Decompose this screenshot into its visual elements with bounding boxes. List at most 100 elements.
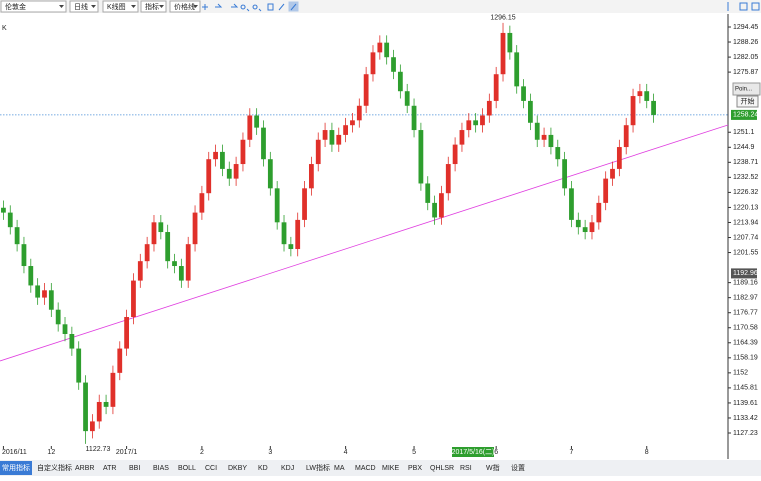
dropdown[interactable] <box>169 0 201 13</box>
candle-body <box>261 127 266 160</box>
candle-body <box>185 244 191 281</box>
tab[interactable]: W指 <box>486 463 500 472</box>
candle-body <box>103 401 109 407</box>
y-tick-label: 1133.42 <box>733 415 758 422</box>
dropdown[interactable] <box>102 0 139 13</box>
x-tick-label: 2017/1 <box>116 449 138 456</box>
tab[interactable]: 常用指标 <box>2 463 30 472</box>
toolbar-icons <box>202 1 760 12</box>
candle-body <box>247 115 253 140</box>
dropdown-arrow <box>131 5 136 8</box>
x-tick-label: 12 <box>47 449 55 456</box>
candle-body <box>459 130 465 145</box>
y-tick-label: 1226.32 <box>733 189 758 196</box>
candle-body <box>178 266 184 281</box>
tab[interactable]: 设置 <box>511 463 525 472</box>
candle-body <box>473 120 479 126</box>
popup-button[interactable] <box>736 95 759 108</box>
dropdown-arrow <box>91 5 96 8</box>
candle-body <box>555 147 561 160</box>
dropdown[interactable] <box>69 0 99 13</box>
dropdown[interactable] <box>0 0 67 13</box>
crosshair-date-box <box>452 447 494 457</box>
candle-body <box>288 244 294 250</box>
x-tick-label: 2016/11 <box>2 449 27 456</box>
candle-body <box>418 130 424 184</box>
candle-body <box>623 125 629 148</box>
candle-body <box>110 372 116 407</box>
tab[interactable]: MA <box>334 465 345 472</box>
y-tick-label: 1275.87 <box>733 69 758 76</box>
y-tick-label: 1251.1 <box>733 129 755 136</box>
chart-title: K <box>2 25 7 32</box>
tab[interactable]: DKBY <box>228 465 247 472</box>
candle-body <box>55 309 61 325</box>
candle-body <box>527 100 533 123</box>
y-tick-label: 1244.9 <box>733 144 755 151</box>
tab[interactable]: QHLSR <box>430 465 454 472</box>
y-tick-label: 1213.94 <box>733 219 758 226</box>
candle-body <box>21 244 27 267</box>
y-tick-label: 1145.81 <box>733 385 758 392</box>
tab[interactable]: RSI <box>460 465 472 472</box>
y-tick-label: 1189.16 <box>733 279 758 286</box>
candle-body <box>644 91 650 101</box>
candle-body <box>336 134 342 145</box>
y-tick-label: 1176.77 <box>733 310 758 317</box>
candle-body <box>42 290 47 298</box>
tab[interactable]: BBI <box>129 465 140 472</box>
dropdown-arrow <box>159 5 164 8</box>
x-tick-label: 2 <box>200 449 204 456</box>
candle-body <box>308 164 314 189</box>
tab[interactable]: CCI <box>205 465 217 472</box>
tab[interactable]: KD <box>258 465 268 472</box>
candle-body <box>315 139 321 165</box>
candle-body <box>432 202 437 218</box>
tab[interactable]: MACD <box>355 465 376 472</box>
dropdown-label: 日线 <box>74 2 88 11</box>
tab[interactable]: KDJ <box>281 465 294 472</box>
candle-body <box>199 193 205 213</box>
candle-body <box>514 52 520 87</box>
dropdown[interactable] <box>140 0 167 13</box>
candle-body <box>596 202 602 223</box>
candle-body <box>165 232 171 262</box>
candle-body <box>137 261 143 281</box>
candle-body <box>158 222 164 233</box>
crosshair-price-box <box>731 268 757 279</box>
crosshair-date: 2017/5/16(二) <box>452 449 495 456</box>
candle-body <box>35 285 41 298</box>
candle-body <box>377 42 383 53</box>
low-annotation: 1122.73 <box>86 446 111 453</box>
tab-bar <box>0 460 761 476</box>
candle-body <box>151 222 157 245</box>
candle-body <box>610 168 615 179</box>
candle-body <box>329 130 335 145</box>
y-tick-label: 1139.61 <box>733 400 758 407</box>
candle-body <box>582 227 588 233</box>
candle-body <box>69 334 75 349</box>
candle-body <box>384 42 390 58</box>
candle-body <box>541 134 547 140</box>
tab[interactable]: BIAS <box>153 465 169 472</box>
candle-body <box>616 147 622 169</box>
tab[interactable]: 自定义指标 <box>37 463 72 472</box>
candle-body <box>350 120 355 126</box>
dropdown-label: 价格线 <box>174 2 195 11</box>
candle-body <box>425 183 431 203</box>
candle-body <box>411 105 417 131</box>
tab[interactable]: BOLL <box>178 465 196 472</box>
candle-body <box>486 100 492 116</box>
x-tick-label: 7 <box>570 449 574 456</box>
dropdown-label: K线图 <box>107 2 126 11</box>
tab[interactable]: PBX <box>408 465 422 472</box>
tab[interactable]: ATR <box>103 465 116 472</box>
tab[interactable]: MIKE <box>382 465 399 472</box>
candle-body <box>124 317 130 349</box>
candle-body <box>370 52 376 75</box>
candle-body <box>62 324 68 335</box>
tab[interactable]: LW指标 <box>306 463 330 472</box>
tab[interactable]: ARBR <box>75 465 94 472</box>
candle-body <box>569 188 574 220</box>
